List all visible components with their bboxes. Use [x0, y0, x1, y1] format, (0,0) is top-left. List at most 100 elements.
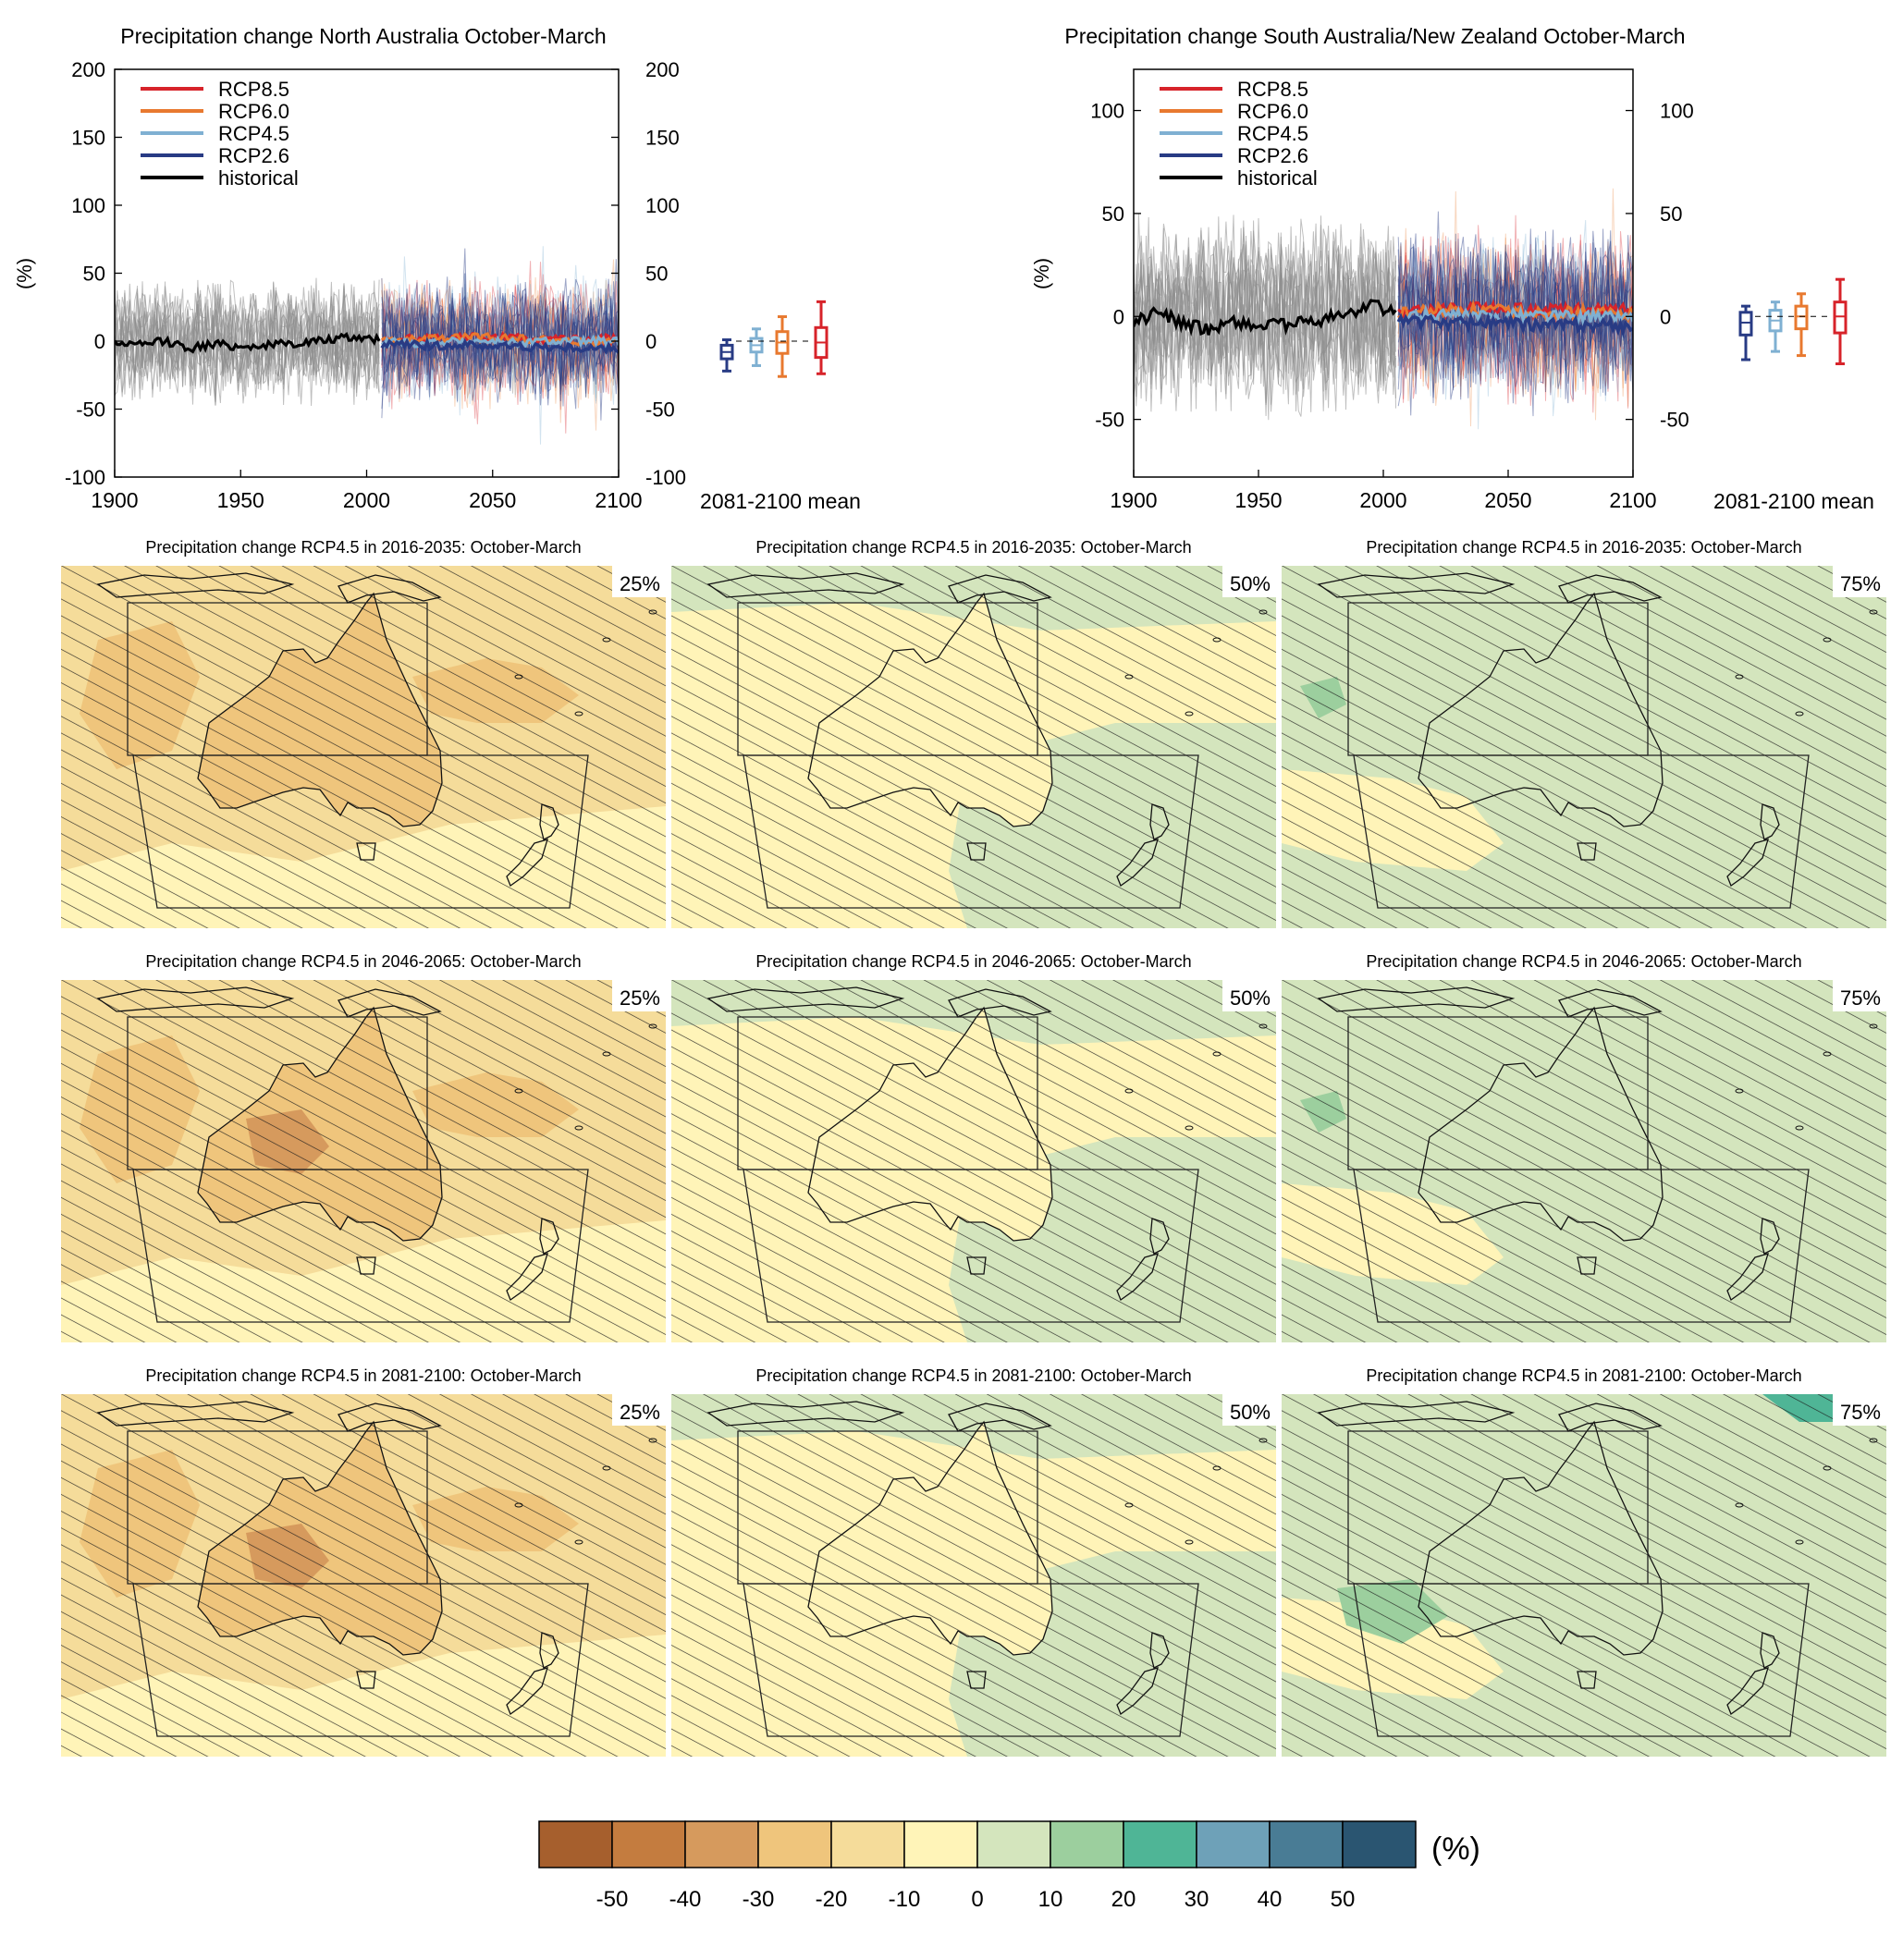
boxplot-rcp60: [775, 315, 790, 378]
map-panel-title: Precipitation change RCP4.5 in 2016-2035…: [145, 538, 581, 557]
map-hatching: [1282, 980, 1886, 1342]
map-coastline: [1149, 1218, 1170, 1255]
map-hatching: [61, 1394, 666, 1757]
scenario-member-line: [1397, 237, 1633, 417]
series-mean-rcp26: [1396, 311, 1633, 339]
map-coastline: [539, 1632, 559, 1669]
scenario-member-line: [381, 283, 619, 405]
map-panel-local: [671, 566, 1276, 928]
map-coastline: [338, 1403, 442, 1432]
y-tick-label-left: -50: [1095, 409, 1124, 432]
boxplot-rcp45: [749, 327, 764, 367]
colorbar-swatch: [1269, 1820, 1344, 1868]
scenario-member-line: [1397, 214, 1633, 413]
historical-member-line: [115, 281, 380, 391]
y-tick-label-left: 150: [71, 127, 105, 150]
x-tick-label: 1900: [1110, 488, 1157, 512]
ts-south-yticks-right: -50 0 50 100: [1626, 100, 1694, 432]
x-tick-label: 2050: [1484, 488, 1531, 512]
map-panel-field: [61, 980, 666, 1342]
map-panel-field: [61, 566, 666, 928]
y-tick-label-left: 100: [71, 194, 105, 217]
map-island: [574, 711, 583, 717]
map-panel-local: [61, 566, 666, 928]
map-panel-title: Precipitation change RCP4.5 in 2046-2065…: [755, 952, 1191, 971]
colorbar-tick-label: -30: [743, 1887, 775, 1912]
map-island: [514, 1088, 523, 1094]
map-coastline: [1116, 839, 1159, 888]
map-percentile-label: 75%: [1840, 986, 1881, 1010]
map-coastline: [506, 1667, 548, 1716]
map-panel-1: Precipitation change RCP4.5 in 2016-2035…: [61, 538, 666, 928]
map-coastline: [506, 839, 548, 888]
map-coastline: [539, 803, 559, 840]
scenario-member-line: [1397, 238, 1633, 404]
map-panel-field: [1282, 980, 1886, 1342]
map-coastline: [197, 592, 443, 827]
x-tick-label: 2050: [469, 488, 516, 512]
map-coastline: [966, 1256, 987, 1275]
map-coastline: [197, 1006, 443, 1242]
map-hatching: [61, 566, 666, 928]
boxplot-box: [1833, 300, 1848, 335]
colorbar-tick-label: -20: [816, 1887, 848, 1912]
map-island: [1869, 1438, 1878, 1443]
scenario-member-line: [381, 248, 619, 392]
boxplot-rcp60: [1794, 292, 1809, 358]
boxplot-rcp26: [719, 338, 734, 373]
map-island: [1185, 1125, 1194, 1131]
map-hatching: [1282, 1394, 1886, 1757]
scenario-member-line: [381, 289, 619, 395]
map-panel-local: [1282, 1394, 1886, 1757]
legend-label-rcp45: RCP4.5: [218, 122, 289, 145]
map-island: [1124, 1502, 1134, 1508]
series-mean-rcp26: [380, 336, 619, 355]
map-panel-title: Precipitation change RCP4.5 in 2046-2065…: [1366, 952, 1801, 971]
map-panel-local: [1282, 566, 1886, 928]
map-percentile-label: 50%: [1230, 1401, 1271, 1424]
map-hatching: [671, 980, 1276, 1342]
ts-south-boxplots: [1738, 277, 1848, 365]
legend-label-rcp45: RCP4.5: [1237, 122, 1308, 145]
colorbar-tick-label: 0: [971, 1887, 983, 1912]
map-panel-local: [671, 980, 1276, 1342]
y-tick-label-right: 200: [645, 58, 680, 81]
colorbar-tick-label: 20: [1111, 1887, 1136, 1912]
north-series-area: [115, 246, 619, 445]
map-coastline: [1577, 1671, 1597, 1689]
map-panel-9: Precipitation change RCP4.5 in 2081-2100…: [1282, 1366, 1886, 1757]
map-coastline: [1577, 842, 1597, 861]
y-tick-label-left: 100: [1090, 100, 1124, 123]
y-tick-label-right: 0: [1660, 305, 1671, 328]
colorbar-swatch: [684, 1820, 759, 1868]
map-island: [1124, 1088, 1134, 1094]
ts-north-box-xlabel: 2081-2100 mean: [700, 489, 861, 513]
map-coastline: [1418, 592, 1664, 827]
map-percentile-label: 25%: [620, 1401, 660, 1424]
map-percentile-label: 75%: [1840, 1401, 1881, 1424]
scenario-member-line: [381, 259, 619, 431]
boxplot-rcp85: [814, 300, 829, 375]
colorbar-tick-label: 50: [1331, 1887, 1356, 1912]
scenario-member-line: [1397, 225, 1633, 402]
ts-north-ylabel: (%): [13, 258, 36, 289]
x-tick-label: 2100: [1609, 488, 1656, 512]
timeseries-north-australia: Precipitation change North Australia Oct…: [13, 24, 861, 513]
y-tick-label-right: 150: [645, 127, 680, 150]
map-island: [574, 1125, 583, 1131]
boxplot-rcp26: [1738, 304, 1753, 361]
boxplot-rcp45: [1768, 300, 1783, 353]
map-hatching: [671, 1394, 1276, 1757]
scenario-member-line: [1397, 232, 1633, 407]
scenario-member-line: [381, 283, 619, 421]
map-panel-field: [671, 980, 1276, 1342]
map-coastline: [966, 1671, 987, 1689]
ts-south-plot: [1134, 188, 1633, 430]
map-coastline: [807, 592, 1053, 827]
map-island: [1795, 711, 1804, 717]
legend-label-rcp60: RCP6.0: [1237, 100, 1308, 123]
map-panel-title: Precipitation change RCP4.5 in 2081-2100…: [145, 1366, 581, 1385]
ts-north-yticks-right: -100 -50 0 50 100 150 200: [611, 58, 686, 489]
map-coastline: [1149, 1632, 1170, 1669]
